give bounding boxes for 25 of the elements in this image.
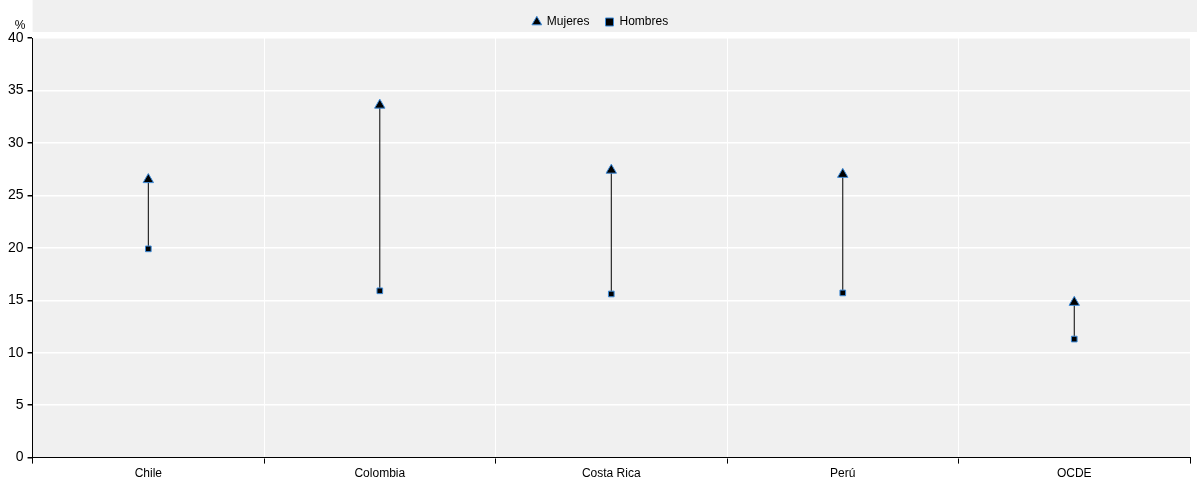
x-tick-label: Chile xyxy=(134,466,163,481)
point xyxy=(607,290,615,298)
legend-label: Mujeres xyxy=(546,14,590,29)
y-tick-label: 15 xyxy=(7,291,24,308)
y-tick-label: 5 xyxy=(15,396,24,413)
legend-label: Hombres xyxy=(619,14,669,29)
point xyxy=(144,245,152,253)
point xyxy=(839,289,847,297)
point xyxy=(376,287,384,295)
y-tick-label: 10 xyxy=(7,343,24,360)
x-tick-label: Costa Rica xyxy=(581,466,641,481)
y-tick-label: 25 xyxy=(7,186,24,203)
point xyxy=(142,173,155,184)
y-tick-label: 20 xyxy=(7,238,24,255)
x-tick-label: Colombia xyxy=(354,466,406,481)
point xyxy=(374,98,386,109)
y-tick-label: 0 xyxy=(15,448,24,465)
y-tick-label: 35 xyxy=(7,81,24,98)
y-tick-label: 30 xyxy=(7,133,24,150)
point xyxy=(605,163,617,174)
x-tick-label: Perú xyxy=(830,466,856,481)
x-tick-label: OCDE xyxy=(1056,466,1092,481)
point xyxy=(837,167,849,178)
point xyxy=(1068,295,1080,306)
point xyxy=(1070,335,1078,343)
